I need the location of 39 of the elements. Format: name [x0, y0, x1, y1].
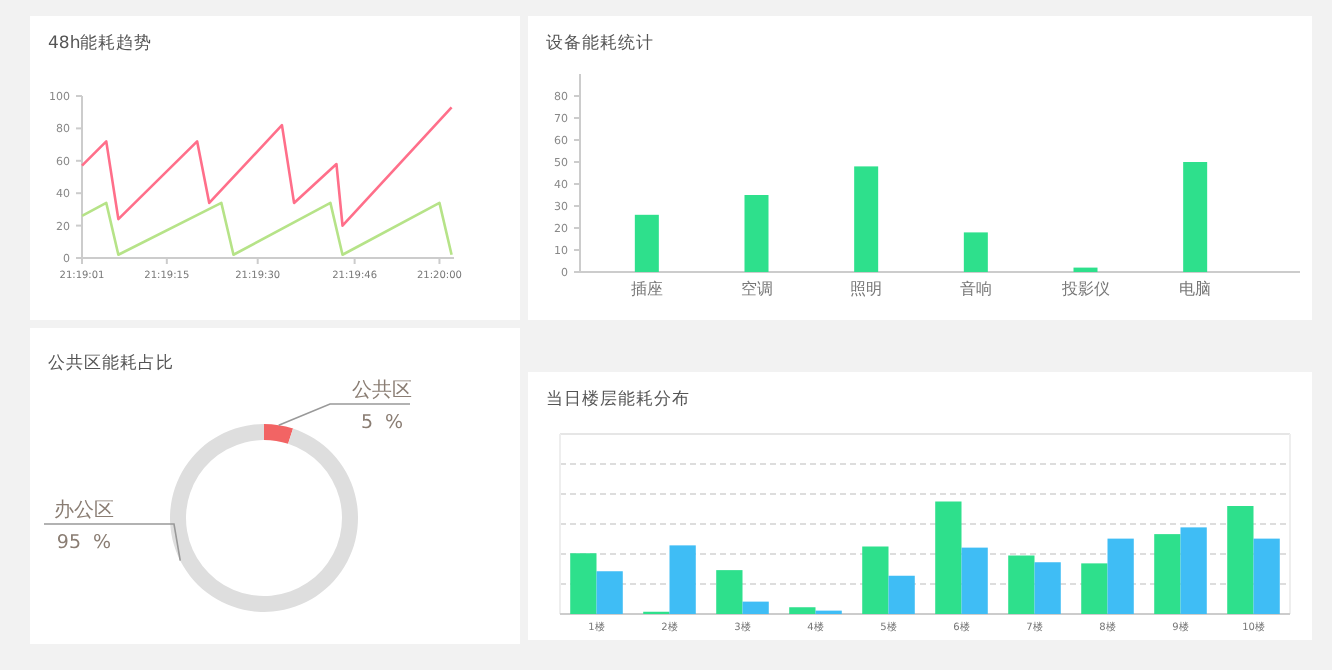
chart-title: 48h能耗趋势 [48, 32, 153, 54]
slice-label: 办公区 [54, 498, 114, 522]
donut-slice [170, 424, 358, 612]
bar [1008, 555, 1035, 614]
bar [1227, 506, 1254, 614]
bar [1180, 527, 1207, 614]
x-tick-label: 音响 [959, 280, 992, 298]
bar [570, 553, 597, 614]
data-label: 5 % [360, 412, 404, 434]
bar [1034, 562, 1061, 614]
bar [596, 571, 623, 614]
bar [961, 547, 988, 614]
bar [862, 546, 889, 614]
donut-slice [264, 424, 294, 444]
bar [789, 607, 816, 614]
bar [716, 570, 743, 614]
x-tick-label: 照明 [850, 280, 883, 298]
bar [1107, 538, 1134, 614]
bar [854, 166, 879, 272]
bar [1253, 538, 1280, 614]
chart-title: 设备能耗统计 [546, 32, 654, 54]
x-tick-label: 电脑 [1179, 280, 1212, 298]
chart-title: 公共区能耗占比 [48, 352, 174, 374]
bar [744, 195, 769, 272]
bar [963, 232, 988, 272]
chart-title: 当日楼层能耗分布 [546, 388, 690, 410]
data-label: 95 % [56, 532, 112, 554]
bar [1154, 534, 1181, 614]
bar [742, 601, 769, 614]
bar [669, 545, 696, 614]
bar [935, 501, 962, 614]
bar [1183, 162, 1208, 272]
x-tick-label: 投影仪 [1059, 280, 1110, 298]
bar [1081, 563, 1108, 614]
x-tick-label: 空调 [740, 280, 773, 298]
bar [634, 214, 659, 272]
x-tick-label: 插座 [630, 280, 663, 298]
bar [888, 575, 915, 614]
slice-label: 公共区 [352, 378, 412, 402]
